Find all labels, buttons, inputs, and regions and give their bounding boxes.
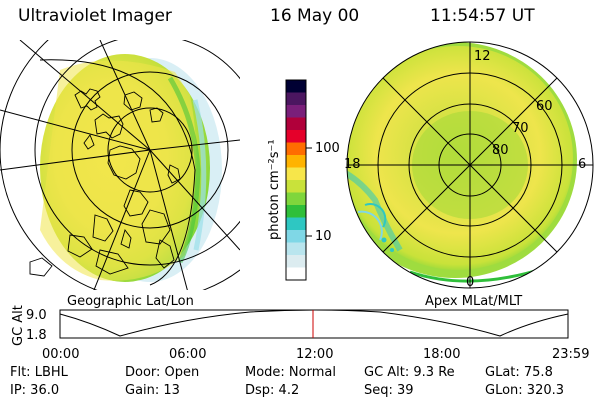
info-flt: Flt: LBHL — [10, 365, 69, 380]
info-glon: GLon: 320.3 — [485, 383, 564, 398]
timeline-axis-label: GC Alt — [11, 305, 26, 346]
timeline-xtick-2359: 23:59 — [552, 347, 589, 362]
mlt-label-0: 0 — [466, 275, 474, 290]
info-ip: IP: 36.0 — [10, 383, 59, 398]
colorbar-swatch — [286, 142, 306, 156]
apex-caption: Apex MLat/MLT — [425, 294, 522, 309]
geographic-image — [0, 40, 240, 290]
colorbar-swatch — [286, 217, 306, 231]
info-dsp: Dsp: 4.2 — [245, 383, 299, 398]
timeline-ytick-9: 9.0 — [26, 308, 47, 323]
mlt-label-18: 18 — [344, 157, 361, 172]
timeline-xtick-1800: 18:00 — [423, 347, 460, 362]
colorbar-swatch — [286, 117, 306, 131]
colorbar-swatch — [286, 255, 306, 268]
colorbar-swatch — [286, 155, 306, 168]
colorbar-swatch — [286, 92, 306, 106]
colorbar-swatch — [286, 192, 306, 206]
intensity-colorbar — [285, 79, 307, 281]
colorbar-swatch — [286, 205, 306, 218]
lat-label-80: 80 — [492, 143, 509, 158]
colorbar-swatch — [286, 80, 306, 93]
polar-image — [347, 42, 593, 288]
mlt-label-6: 6 — [578, 157, 586, 172]
geographic-caption: Geographic Lat/Lon — [67, 294, 194, 309]
polar-grid — [346, 41, 594, 289]
colorbar-swatch — [286, 242, 306, 256]
colorbar-frame — [285, 79, 307, 281]
altitude-timeline — [59, 309, 569, 339]
lat-label-60: 60 — [536, 99, 553, 114]
colorbar-swatch — [286, 105, 306, 118]
colorbar-swatch — [286, 130, 306, 143]
colorbar-swatch — [286, 180, 306, 193]
colorbar-swatch — [286, 167, 306, 181]
colorbar-label-100: 100 — [315, 141, 340, 156]
colorbar-unit-label: photon cm⁻²s⁻¹ — [267, 139, 282, 240]
colorbar-swatch — [286, 230, 306, 243]
colorbar-swatch — [286, 267, 306, 281]
info-mode: Mode: Normal — [245, 365, 336, 380]
info-gain: Gain: 13 — [125, 383, 180, 398]
observation-date: 16 May 00 — [270, 6, 360, 26]
info-seq: Seq: 39 — [364, 383, 414, 398]
timeline-xtick-1200: 12:00 — [296, 347, 333, 362]
info-glat: GLat: 75.8 — [485, 365, 553, 380]
info-gc-alt: GC Alt: 9.3 Re — [364, 365, 455, 380]
info-door: Door: Open — [125, 365, 199, 380]
observation-time: 11:54:57 UT — [430, 6, 535, 26]
timeline-xtick-0600: 06:00 — [169, 347, 206, 362]
lat-label-70: 70 — [512, 121, 529, 136]
timeline-ytick-1-8: 1.8 — [26, 328, 47, 343]
timeline-xtick-0000: 00:00 — [42, 347, 79, 362]
colorbar-label-10: 10 — [315, 229, 332, 244]
app-title: Ultraviolet Imager — [18, 6, 172, 26]
mlt-label-12: 12 — [474, 49, 491, 64]
